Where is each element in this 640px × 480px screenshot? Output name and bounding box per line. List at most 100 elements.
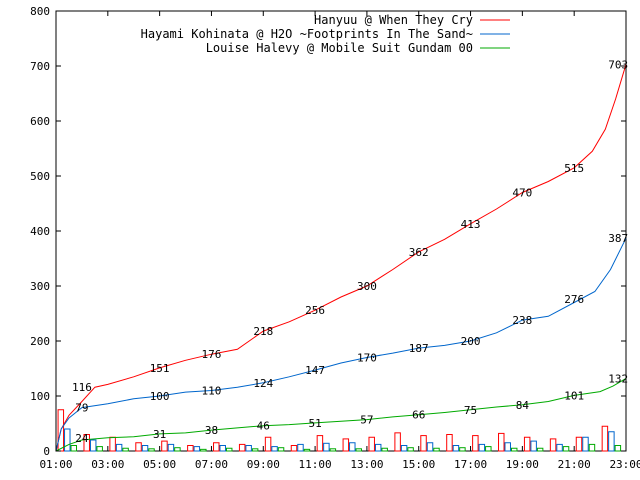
y-tick-label: 800 [30,5,50,18]
series-line [55,237,627,452]
hourly-bar [485,446,492,452]
hourly-bar [459,447,466,452]
y-tick-label: 100 [30,390,50,403]
hourly-bar [271,446,278,452]
data-label: 46 [257,420,270,433]
hourly-bar [161,440,168,452]
hourly-bar [64,428,71,452]
data-label: 116 [72,381,92,394]
x-tick-label: 05:00 [143,458,176,471]
hourly-bar [297,443,304,452]
data-label: 703 [608,58,628,71]
hourly-bar [89,439,97,452]
series-lines-group [55,64,627,452]
x-tick-label: 03:00 [91,458,124,471]
data-label: 66 [412,409,425,422]
data-label: 75 [464,404,477,417]
hourly-bar [122,447,129,452]
series-line [55,377,627,452]
hourly-bar [200,448,207,452]
data-label: 387 [608,232,628,245]
hourly-bars-group [57,409,622,452]
hourly-bar [238,443,246,452]
hourly-bar [193,446,201,452]
hourly-bar [601,425,609,452]
hourly-bar [433,447,440,452]
hourly-bar [316,435,324,452]
hourly-bar [135,442,142,452]
hourly-bar [141,445,149,452]
data-label: 132 [608,372,628,385]
y-tick-label: 700 [30,60,50,73]
data-label: 200 [461,335,481,348]
hourly-bar [115,443,123,452]
hourly-bar [536,447,544,452]
hourly-bar [109,436,116,452]
data-label: 31 [153,428,166,441]
x-tick-label: 17:00 [454,458,487,471]
x-tick-label: 21:00 [558,458,591,471]
hourly-bar [472,435,479,452]
hourly-bar [303,448,311,452]
hourly-bar [394,432,401,452]
hourly-bar [83,434,90,452]
hourly-bar [420,435,427,452]
data-label: 176 [202,348,222,361]
hourly-bar [400,445,408,452]
hourly-bar [510,447,518,452]
hourly-bar [523,436,531,452]
hourly-bar [582,436,589,452]
x-tick-label: 11:00 [299,458,332,471]
hourly-bar [452,445,460,452]
hourly-bar [608,431,615,452]
hourly-bar [219,445,226,452]
hourly-bar [277,447,285,452]
hourly-bar [187,445,194,452]
x-tick-label: 07:00 [195,458,228,471]
data-label: 38 [205,424,218,437]
x-tick-label: 15:00 [402,458,435,471]
data-label: 24 [75,432,89,445]
hourly-bar [498,432,505,452]
axis-ticks-group: 0 100 200 300 400 500 600 700 800 01:00 03:00 05:00… [30,5,640,471]
x-tick-label: 23:00 [609,458,640,471]
data-label: 218 [253,325,273,338]
data-label: 256 [305,304,325,317]
hourly-bar [323,442,330,452]
data-label: 238 [512,314,532,327]
data-label: 276 [564,293,584,306]
x-tick-label: 13:00 [350,458,383,471]
hourly-bar [426,442,434,452]
data-label: 51 [308,417,321,430]
hourly-bar [148,448,155,452]
hourly-bar [614,445,622,452]
data-label: 151 [150,362,170,375]
data-label: 84 [516,399,530,412]
hourly-bar [167,443,175,452]
hourly-bar [355,448,363,452]
legend-label-louise: Louise Halevy @ Mobile Suit Gundam 00 [206,41,473,55]
hourly-bar [213,442,220,452]
data-label: 57 [360,414,373,427]
hourly-bar [575,436,583,452]
hourly-bar [342,438,350,452]
hourly-bar [381,447,388,452]
hourly-bar [70,445,78,452]
hourly-bar [446,434,453,452]
data-label: 110 [202,385,222,398]
legend-label-hanyuu: Hanyuu @ When They Cry [314,13,473,27]
data-label: 147 [305,364,325,377]
x-tick-label: 09:00 [247,458,280,471]
hourly-bar [264,436,272,452]
y-tick-label: 200 [30,335,50,348]
data-labels-group: 116 151 176 218 256 300 362 413 470 515 703 79 100 11… [72,58,628,444]
x-tick-label: 19:00 [506,458,539,471]
plot-frame [55,10,627,452]
hourly-bar [368,436,375,452]
hourly-bar [588,443,596,452]
hourly-bar [290,445,298,452]
hourly-bar [174,447,181,452]
hourly-bar [349,442,356,452]
data-label: 187 [409,342,429,355]
